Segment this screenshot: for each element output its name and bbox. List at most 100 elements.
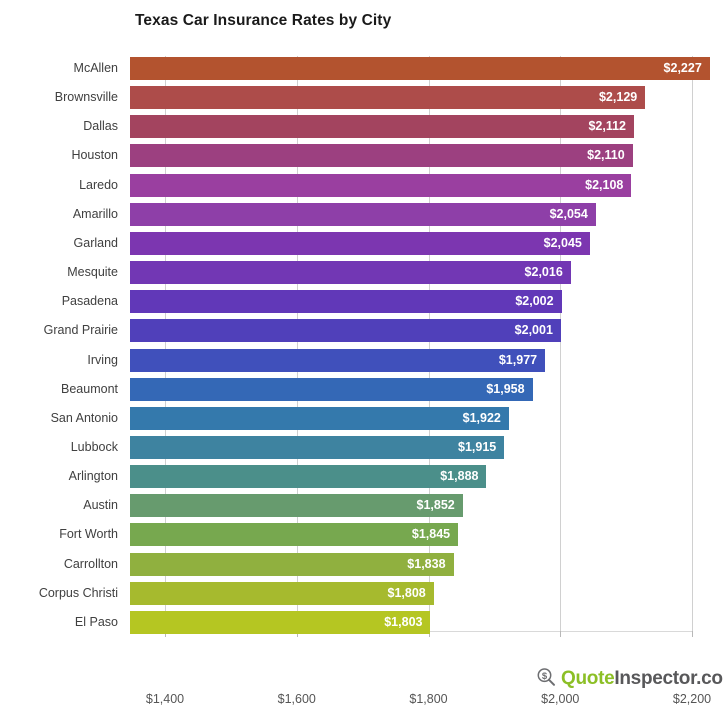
category-label-text: Mesquite — [67, 265, 118, 280]
category-label-text: Beaumont — [61, 381, 118, 396]
x-tick-label: $2,200 — [672, 692, 712, 706]
bar-value-label: $2,001 — [514, 323, 553, 338]
bar-value-label: $1,852 — [416, 498, 455, 513]
category-label-text: Amarillo — [72, 206, 118, 221]
bar-value-label: $2,108 — [585, 177, 624, 192]
category-label-text: Fort Worth — [59, 527, 118, 542]
bar-value-label: $1,922 — [462, 410, 501, 425]
category-label-text: Corpus Christi — [38, 585, 118, 600]
gridline — [165, 56, 166, 631]
plot-area: McAllen $2,227 Brownsville $2,129 Dallas $2,1… — [0, 56, 724, 706]
bar[interactable] — [130, 435, 505, 459]
bar-value-label: $2,227 — [663, 61, 702, 75]
bar-value-label: $2,112 — [588, 119, 627, 134]
category-label-text: Grand Prairie — [43, 323, 118, 338]
bar-value-label: $1,808 — [387, 585, 426, 600]
bar-row: Beaumont $1,958 — [0, 377, 724, 401]
category-label-text: El Paso — [74, 614, 118, 629]
category-label-text: San Antonio — [50, 410, 118, 425]
bar-row: Lubbock $1,915 — [0, 435, 724, 459]
category-label-text: Houston — [71, 148, 118, 163]
bar[interactable] — [130, 494, 463, 518]
logo-text-inspector: Inspector.com — [614, 668, 724, 689]
bar-value-label: $1,838 — [407, 556, 446, 571]
bar[interactable] — [130, 581, 434, 605]
tick-mark — [560, 631, 562, 637]
category-label-text: Brownsville — [54, 90, 118, 105]
bar[interactable] — [130, 377, 533, 401]
bar-value-label: $2,045 — [543, 235, 582, 250]
gridline — [560, 56, 562, 631]
bar[interactable] — [130, 465, 487, 489]
bar[interactable] — [130, 173, 632, 197]
category-label-text: Arlington — [68, 469, 118, 484]
bar-value-label: $1,845 — [411, 527, 451, 542]
bar[interactable] — [130, 115, 635, 139]
category-label-text: Pasadena — [61, 294, 118, 309]
tick-mark — [428, 631, 430, 637]
category-label-text: Lubbock — [70, 439, 118, 454]
bar-row: Amarillo $2,054 — [0, 202, 724, 226]
category-label-text: Irving — [87, 352, 118, 367]
bar[interactable] — [130, 57, 710, 80]
bar[interactable] — [130, 86, 646, 110]
bar-value-label: $1,977 — [498, 352, 538, 367]
bar-row: Carrollton $1,838 — [0, 552, 724, 576]
x-tick-label: $1,600 — [277, 692, 316, 706]
bar-row: Arlington $1,888 — [0, 465, 724, 489]
gridline — [692, 56, 693, 631]
bar-value-label: $1,958 — [486, 381, 525, 396]
tick-mark — [692, 631, 693, 637]
category-label-text: Carrollton — [63, 556, 118, 571]
bar-value-label: $2,129 — [598, 90, 638, 105]
bar-value-label: $1,888 — [440, 469, 479, 484]
bar-value-label: $1,915 — [458, 439, 497, 454]
gridline — [428, 56, 430, 631]
bar[interactable] — [130, 202, 596, 226]
bar-row: Pasadena $2,002 — [0, 290, 724, 314]
x-tick-label: $1,400 — [145, 692, 185, 706]
bar[interactable] — [130, 319, 561, 343]
bar[interactable] — [130, 552, 454, 576]
gridline — [296, 56, 298, 631]
bar-row: Garland $2,045 — [0, 231, 724, 255]
bar[interactable] — [130, 261, 571, 285]
bar-row: Austin $1,852 — [0, 494, 724, 518]
bar-row: McAllen $2,227 — [0, 57, 724, 80]
bar-row: San Antonio $1,922 — [0, 406, 724, 430]
bar-row: El Paso $1,803 — [0, 610, 724, 634]
category-label-text: Garland — [73, 235, 118, 250]
tick-mark — [296, 631, 298, 637]
x-tick-label: $2,000 — [541, 692, 580, 706]
tick-mark — [165, 631, 166, 637]
bar-value-label: $2,054 — [549, 206, 588, 221]
bar[interactable] — [130, 523, 459, 547]
bar-row: Fort Worth $1,845 — [0, 523, 724, 547]
bar[interactable] — [130, 610, 431, 634]
category-label-text: McAllen — [73, 61, 118, 75]
bar-value-label: $2,016 — [524, 265, 563, 280]
magnifier-dollar-icon: $ — [536, 667, 556, 692]
logo-text-quote: Quote — [561, 668, 615, 689]
chart-title: Texas Car Insurance Rates by City — [135, 12, 392, 29]
bar-row: Mesquite $2,016 — [0, 261, 724, 285]
category-label-text: Austin — [83, 498, 118, 513]
category-label-text: Dallas — [83, 119, 118, 134]
quoteinspector-logo: $ QuoteInspector.com — [536, 666, 724, 692]
bar-value-label: $2,110 — [587, 148, 625, 163]
bar-row: Corpus Christi $1,808 — [0, 581, 724, 605]
bar[interactable] — [130, 231, 590, 255]
bar[interactable] — [130, 144, 633, 168]
bar-row: Dallas $2,112 — [0, 115, 724, 139]
bar-row: Houston $2,110 — [0, 144, 724, 168]
x-tick-label: $1,800 — [409, 692, 448, 706]
bar[interactable] — [130, 348, 546, 372]
bar-value-label: $1,803 — [384, 614, 423, 629]
bar[interactable] — [130, 406, 509, 430]
logo-wordmark: QuoteInspector.com — [561, 668, 724, 690]
bar-row: Brownsville $2,129 — [0, 86, 724, 110]
bar[interactable] — [130, 290, 562, 314]
bar-row: Grand Prairie $2,001 — [0, 319, 724, 343]
bar-row: Irving $1,977 — [0, 348, 724, 372]
